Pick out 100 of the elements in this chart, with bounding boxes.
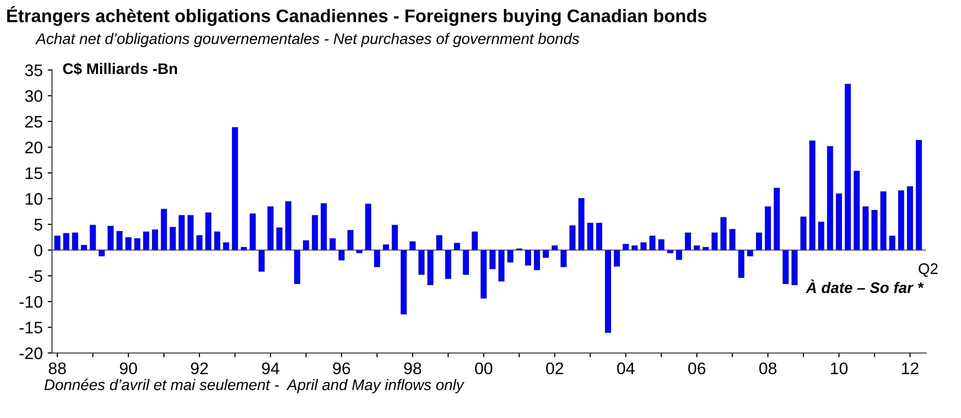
bar bbox=[320, 203, 327, 250]
y-tick-label: 0 bbox=[34, 244, 42, 256]
bar bbox=[178, 215, 185, 250]
bar bbox=[125, 237, 132, 250]
y-tick-label: 5 bbox=[34, 218, 42, 231]
bar bbox=[525, 250, 532, 266]
bar bbox=[374, 250, 380, 268]
bar bbox=[258, 250, 265, 272]
bar bbox=[800, 216, 806, 250]
bar bbox=[818, 222, 824, 250]
x-tick-label: 96 bbox=[333, 362, 350, 374]
bar bbox=[205, 212, 212, 250]
bar bbox=[809, 140, 816, 250]
bar bbox=[143, 232, 150, 250]
bar bbox=[596, 222, 602, 250]
x-tick-label: 90 bbox=[120, 362, 138, 374]
text: Données d’avril et mai seulement - April and May inflows only bbox=[44, 378, 465, 394]
bar bbox=[587, 222, 594, 250]
bar bbox=[534, 250, 540, 270]
bar bbox=[480, 250, 487, 298]
bar bbox=[170, 226, 176, 250]
y-tick-label: -5 bbox=[28, 270, 42, 282]
bar bbox=[906, 186, 914, 250]
y-tick-label: -20 bbox=[20, 347, 42, 360]
x-tick-label: 00 bbox=[475, 362, 492, 374]
bar bbox=[276, 227, 282, 250]
bar bbox=[250, 214, 256, 250]
bar bbox=[916, 140, 922, 250]
bar bbox=[196, 235, 202, 250]
bar bbox=[827, 146, 834, 250]
y-tick-label: 15 bbox=[26, 167, 42, 180]
annotation: Q2 bbox=[918, 263, 938, 277]
bar bbox=[400, 250, 407, 314]
bar bbox=[764, 206, 771, 250]
bar bbox=[720, 217, 727, 250]
bar bbox=[80, 244, 87, 250]
bar bbox=[605, 250, 612, 333]
bar bbox=[223, 242, 230, 250]
bar bbox=[338, 250, 345, 260]
x-tick-label: 92 bbox=[190, 362, 208, 374]
bar bbox=[472, 232, 478, 250]
bar bbox=[90, 224, 96, 250]
y-tick-label: 25 bbox=[25, 116, 42, 128]
y-tick-label: -10 bbox=[20, 296, 42, 308]
bar bbox=[542, 250, 549, 258]
y-tick-label: 35 bbox=[25, 64, 42, 76]
y-tick-label: 30 bbox=[25, 90, 42, 102]
y-tick-label: 10 bbox=[26, 193, 42, 205]
bar bbox=[569, 225, 576, 250]
bar bbox=[747, 250, 754, 256]
bar bbox=[792, 250, 798, 286]
bar bbox=[454, 242, 460, 250]
bar bbox=[347, 230, 354, 250]
bar bbox=[649, 236, 656, 250]
bar bbox=[694, 245, 700, 250]
y-tick-label: 20 bbox=[25, 142, 42, 154]
bar bbox=[507, 250, 514, 262]
annotation: À date – So far * bbox=[806, 279, 924, 294]
x-tick-label: 94 bbox=[262, 362, 280, 374]
bar bbox=[552, 245, 558, 250]
bar bbox=[782, 250, 789, 284]
bar bbox=[462, 250, 469, 275]
bar bbox=[854, 170, 860, 250]
y-axis-title: C$ Milliards -Bn bbox=[63, 62, 177, 76]
y-tick-label: -15 bbox=[20, 322, 42, 334]
bar bbox=[445, 250, 452, 279]
bar bbox=[160, 208, 167, 250]
bar bbox=[382, 244, 389, 250]
bar bbox=[418, 250, 425, 275]
bar bbox=[676, 250, 682, 260]
bar bbox=[232, 127, 238, 250]
bar bbox=[774, 188, 780, 250]
bar bbox=[836, 193, 842, 250]
bar bbox=[729, 228, 736, 250]
bar bbox=[632, 245, 638, 250]
x-tick-label: 10 bbox=[830, 362, 848, 374]
bar bbox=[898, 190, 904, 250]
bar bbox=[871, 210, 878, 250]
chart-subtitle: Achat net d’obligations gouvernementales - Net purchases of government bonds bbox=[35, 32, 580, 48]
bar bbox=[889, 236, 896, 250]
bar bbox=[427, 250, 434, 286]
bar bbox=[63, 233, 70, 250]
bar bbox=[622, 244, 629, 250]
bar bbox=[98, 250, 105, 256]
bar bbox=[614, 250, 620, 267]
bar bbox=[108, 226, 114, 250]
bar bbox=[756, 232, 762, 250]
x-tick-label: 08 bbox=[759, 362, 776, 374]
bar bbox=[188, 215, 194, 250]
bar bbox=[285, 201, 292, 250]
bar bbox=[658, 239, 664, 250]
bar bbox=[116, 231, 123, 250]
bar bbox=[702, 247, 709, 250]
bar bbox=[578, 198, 584, 250]
bar bbox=[410, 241, 416, 250]
x-tick-label: 06 bbox=[688, 362, 706, 374]
x-tick-label: 04 bbox=[617, 362, 635, 374]
x-tick-label: 98 bbox=[404, 362, 422, 374]
bar bbox=[267, 206, 274, 250]
bar bbox=[134, 238, 140, 250]
